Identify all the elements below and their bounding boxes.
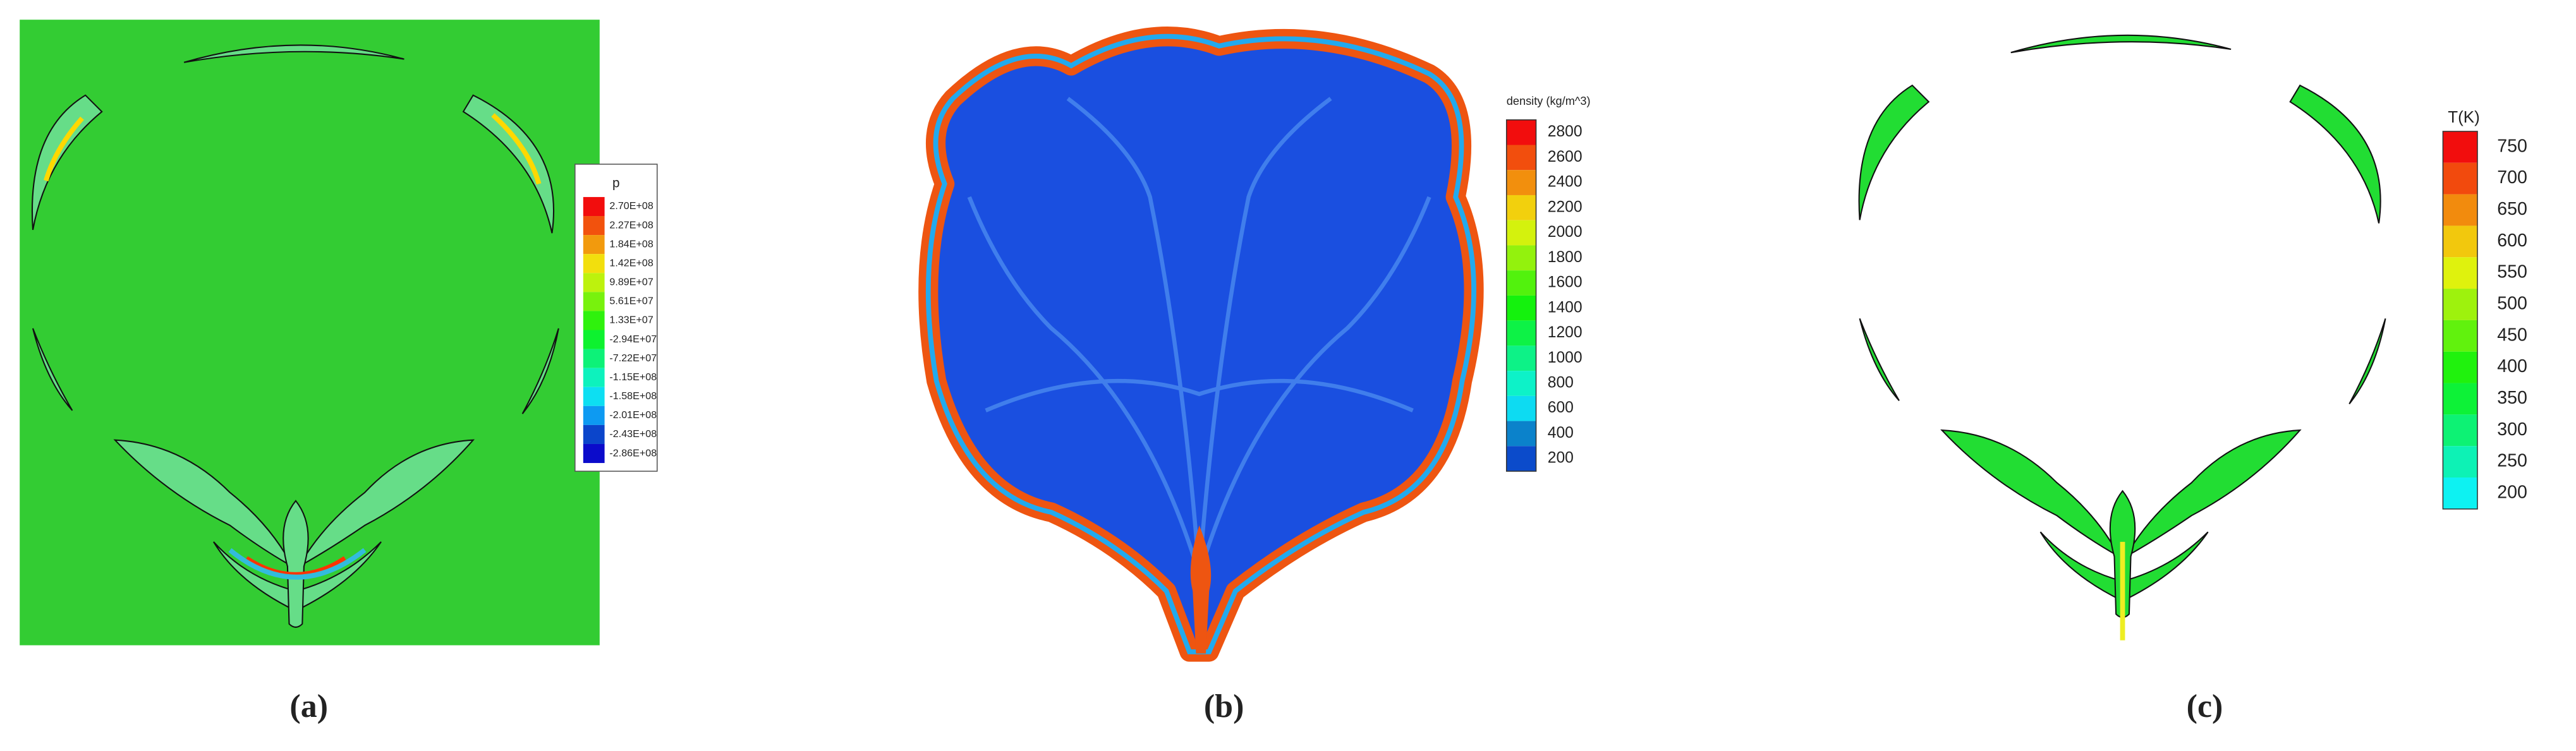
legend-label: -1.58E+08: [609, 390, 657, 402]
color-swatch: [583, 254, 605, 273]
color-swatch: [583, 273, 605, 292]
color-swatch: [583, 443, 605, 464]
legend-label: -7.22E+07: [609, 352, 657, 364]
legend-label: 5.61E+07: [609, 296, 653, 307]
color-swatch: [1506, 195, 1536, 220]
color-swatch: [1506, 446, 1536, 472]
color-swatch: [1506, 295, 1536, 321]
legend-label: 250: [2497, 451, 2527, 471]
panel-label: (a): [289, 688, 328, 724]
color-swatch: [2443, 225, 2478, 258]
color-swatch: [1506, 345, 1536, 371]
legend-label: -2.86E+08: [609, 447, 657, 459]
color-swatch: [2443, 162, 2478, 195]
color-swatch: [1506, 320, 1536, 346]
legend-title: p: [612, 176, 620, 191]
colorbar-frame: [2442, 131, 2478, 510]
legend-label: 1600: [1548, 274, 1583, 291]
color-swatch: [583, 311, 605, 330]
density-veins: [967, 97, 1431, 575]
density-jet: [1190, 525, 1212, 654]
legend-label: 600: [2497, 231, 2527, 251]
legend-label: 200: [1548, 450, 1574, 467]
color-swatch: [583, 387, 605, 406]
color-swatch: [2443, 383, 2478, 415]
legend-label: 1.84E+08: [609, 238, 653, 249]
color-swatch: [1506, 371, 1536, 396]
color-swatch: [1506, 170, 1536, 195]
color-swatch: [2443, 478, 2478, 509]
legend-label: 2200: [1548, 198, 1583, 215]
color-swatch: [2443, 351, 2478, 383]
legend-label: -1.15E+08: [609, 371, 657, 383]
color-swatch: [1506, 395, 1536, 421]
color-swatch: [2443, 257, 2478, 289]
legend-label: 1.42E+08: [609, 257, 653, 268]
color-swatch: [2443, 446, 2478, 478]
legend-label: 400: [1548, 424, 1574, 442]
color-swatch: [583, 406, 605, 425]
legend-label: 1000: [1548, 349, 1583, 366]
legend-label: -2.94E+07: [609, 333, 657, 345]
color-swatch: [2443, 194, 2478, 226]
legend-label: 200: [2497, 482, 2527, 502]
legend-label: 1400: [1548, 299, 1583, 316]
legend-label: 550: [2497, 262, 2527, 282]
legend-label: 600: [1548, 399, 1574, 416]
color-swatch: [2443, 320, 2478, 352]
color-swatch: [2443, 289, 2478, 320]
legend-label: 700: [2497, 167, 2527, 188]
color-swatch: [583, 292, 605, 311]
colorbar-frame: [1505, 119, 1537, 472]
legend-label: 450: [2497, 325, 2527, 345]
legend-label: 9.89E+07: [609, 277, 653, 288]
color-swatch: [583, 330, 605, 349]
legend-label: 800: [1548, 374, 1574, 391]
color-swatch: [583, 349, 605, 368]
color-swatch: [1506, 270, 1536, 296]
color-swatch: [1506, 220, 1536, 246]
legend-label: 1200: [1548, 324, 1583, 341]
temperature-fragments: [1858, 34, 2386, 618]
legend-label: 350: [2497, 388, 2527, 408]
color-swatch: [2443, 131, 2478, 163]
hot-streak: [44, 116, 84, 182]
color-swatch: [1506, 421, 1536, 447]
color-swatch: [1506, 245, 1536, 271]
legend-label: 2400: [1548, 174, 1583, 191]
color-swatch: [1506, 145, 1536, 171]
legend-label: 750: [2497, 136, 2527, 156]
legend-label: 2.27E+08: [609, 219, 653, 231]
density-edge: [925, 33, 1476, 654]
cold-streak: [228, 548, 367, 580]
legend-label: 2000: [1548, 224, 1583, 241]
legend-label: -2.01E+08: [609, 409, 657, 421]
panel-label: (b): [1204, 688, 1244, 724]
legend-title: T(K): [2448, 107, 2480, 126]
legend-label: 1.33E+07: [609, 315, 653, 326]
color-swatch: [1506, 119, 1536, 145]
legend-label: 400: [2497, 356, 2527, 376]
legend-label: 1800: [1548, 249, 1583, 266]
legend-label: 2800: [1548, 123, 1583, 140]
panel-label: (c): [2187, 688, 2223, 724]
color-swatch: [583, 216, 605, 236]
legend-label: 500: [2497, 294, 2527, 314]
color-swatch: [583, 368, 605, 387]
color-swatch: [583, 235, 605, 255]
color-swatch: [583, 196, 605, 217]
hot-streak: [491, 113, 542, 185]
color-swatch: [2443, 414, 2478, 447]
legend-label: -2.43E+08: [609, 428, 657, 440]
legend-label: 300: [2497, 419, 2527, 440]
legend-label: 2600: [1548, 148, 1583, 165]
legend-label: 650: [2497, 199, 2527, 219]
legend-title: density (kg/m^3): [1507, 95, 1591, 107]
color-swatch: [583, 424, 605, 444]
legend-label: 2.70E+08: [609, 200, 653, 212]
